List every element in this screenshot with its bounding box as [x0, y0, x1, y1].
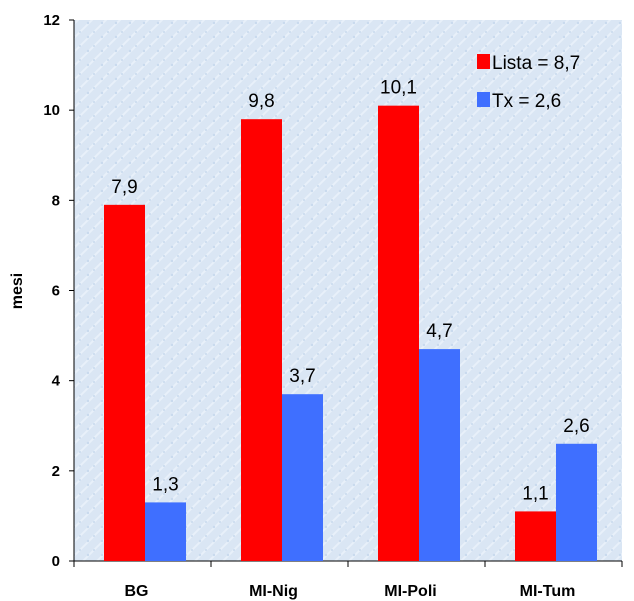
- bar-series-2: [419, 349, 460, 561]
- plot-area: [74, 20, 622, 561]
- legend-label: Tx = 2,6: [492, 91, 561, 112]
- bar-value-label: 4,7: [426, 321, 452, 342]
- y-tick-label: 12: [43, 12, 60, 29]
- bar-value-label: 10,1: [380, 78, 417, 99]
- legend: Lista = 8,7 Tx = 2,6: [477, 53, 580, 112]
- bar-value-label: 1,3: [152, 474, 178, 495]
- bar-value-label: 1,1: [522, 483, 548, 504]
- y-axis-ticks: 0 2 4 6 8 10 12: [43, 12, 74, 570]
- category-label: MI-Tum: [520, 583, 576, 600]
- y-tick-label: 0: [52, 553, 60, 570]
- bar-series-1: [515, 511, 556, 561]
- legend-swatch: [477, 54, 490, 69]
- bar-series-2: [145, 502, 186, 561]
- y-axis-title: mesi: [9, 273, 26, 309]
- x-axis-ticks: [73, 561, 623, 567]
- data-labels: 7,9 1,3 9,8 3,7 10,1 4,7 1,1 2,6: [111, 78, 589, 505]
- bar-series-1: [378, 105, 419, 562]
- bar-series-2: [556, 443, 597, 561]
- bar-series-2: [282, 394, 323, 561]
- bar-series-1: [241, 119, 282, 561]
- legend-label: Lista = 8,7: [492, 53, 580, 74]
- bars: [104, 105, 597, 562]
- category-label: MI-Nig: [249, 583, 298, 600]
- y-tick-label: 4: [52, 373, 61, 390]
- bar-value-label: 3,7: [289, 366, 315, 387]
- category-labels: BG MI-Nig MI-Poli MI-Tum: [125, 583, 576, 600]
- bar-series-1: [104, 204, 145, 561]
- bar-value-label: 2,6: [563, 416, 589, 437]
- y-tick-label: 10: [43, 102, 60, 119]
- bar-value-label: 7,9: [111, 177, 137, 198]
- y-tick-label: 2: [52, 463, 60, 480]
- legend-swatch: [477, 92, 490, 107]
- y-tick-label: 6: [52, 283, 60, 300]
- y-tick-label: 8: [52, 192, 60, 209]
- category-label: MI-Poli: [384, 583, 436, 600]
- bar-value-label: 9,8: [248, 91, 274, 112]
- category-label: BG: [125, 583, 149, 600]
